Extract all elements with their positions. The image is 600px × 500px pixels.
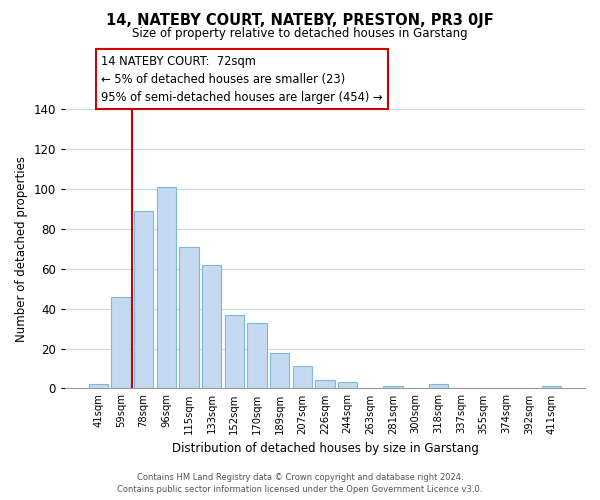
Text: Size of property relative to detached houses in Garstang: Size of property relative to detached ho…	[132, 28, 468, 40]
Bar	[542, 386, 562, 388]
Bar	[383, 386, 403, 388]
X-axis label: Distribution of detached houses by size in Garstang: Distribution of detached houses by size …	[172, 442, 478, 455]
Bar	[202, 265, 221, 388]
Bar	[338, 382, 357, 388]
Bar	[429, 384, 448, 388]
Bar	[111, 296, 131, 388]
Bar	[247, 322, 266, 388]
Bar	[293, 366, 312, 388]
Text: 14 NATEBY COURT:  72sqm
← 5% of detached houses are smaller (23)
95% of semi-det: 14 NATEBY COURT: 72sqm ← 5% of detached …	[101, 54, 383, 104]
Bar	[157, 187, 176, 388]
Bar	[224, 314, 244, 388]
Bar	[179, 247, 199, 388]
Text: Contains HM Land Registry data © Crown copyright and database right 2024.
Contai: Contains HM Land Registry data © Crown c…	[118, 472, 482, 494]
Y-axis label: Number of detached properties: Number of detached properties	[15, 156, 28, 342]
Bar	[89, 384, 108, 388]
Bar	[134, 211, 153, 388]
Bar	[270, 352, 289, 388]
Text: 14, NATEBY COURT, NATEBY, PRESTON, PR3 0JF: 14, NATEBY COURT, NATEBY, PRESTON, PR3 0…	[106, 12, 494, 28]
Bar	[316, 380, 335, 388]
